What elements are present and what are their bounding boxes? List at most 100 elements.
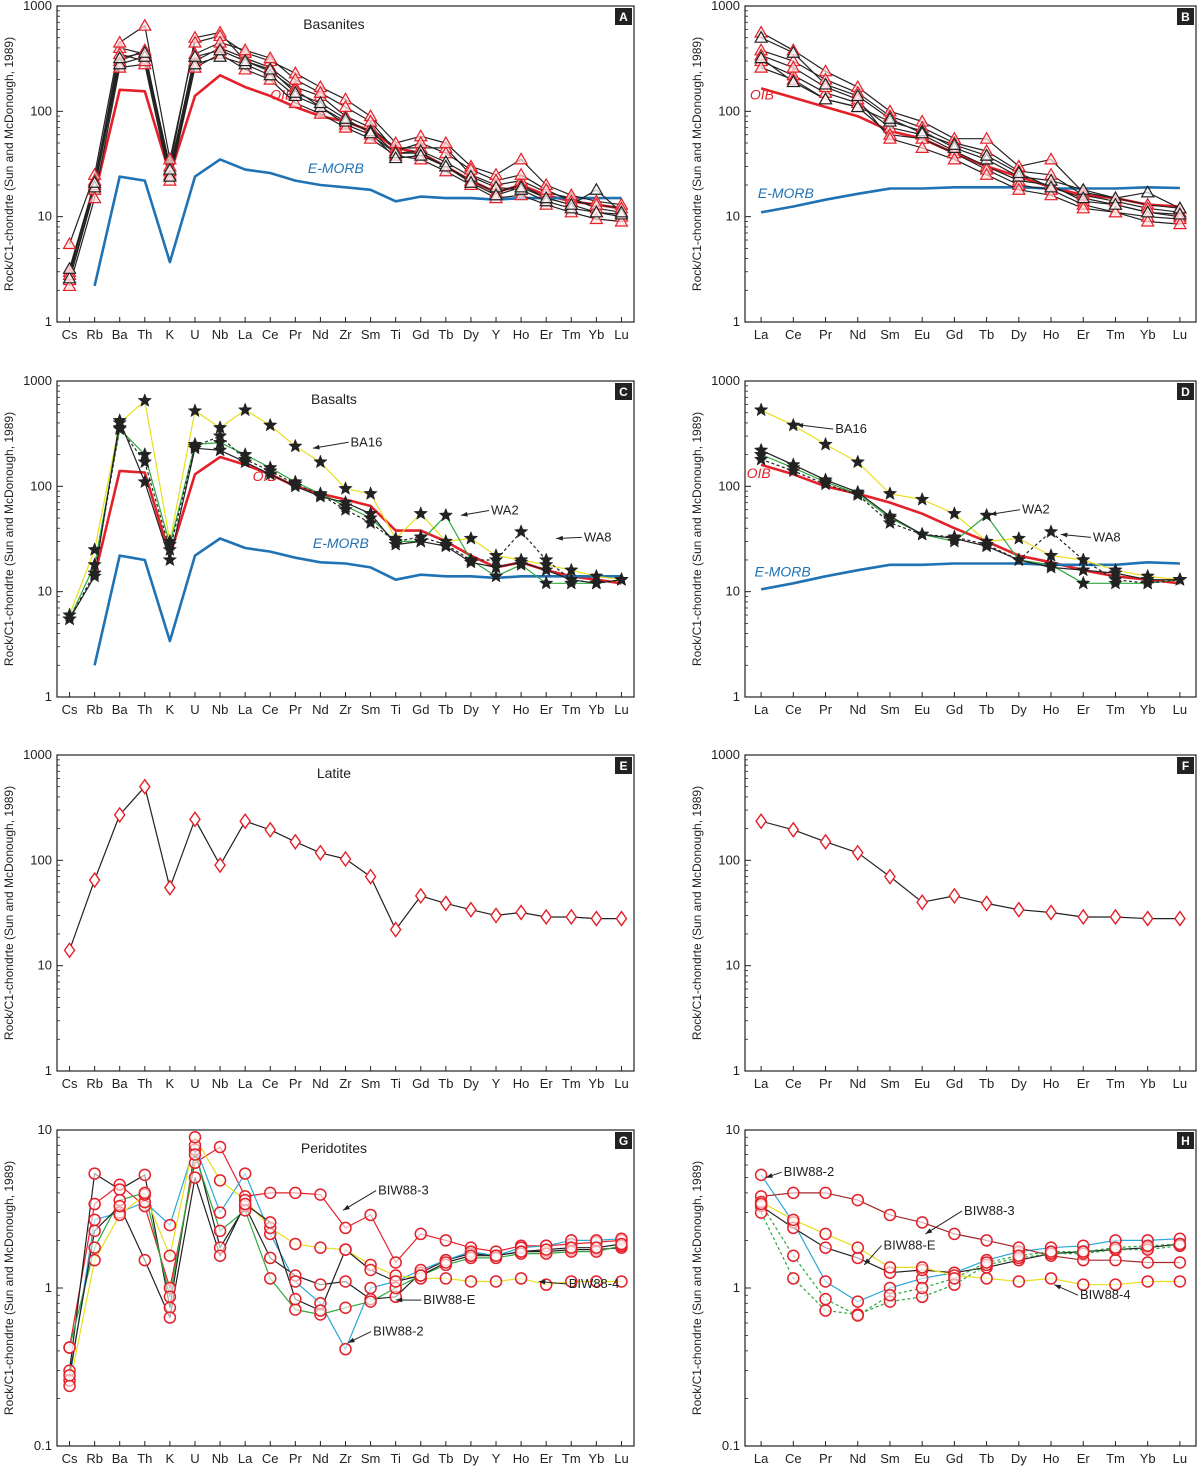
x-tick-label: Lu <box>614 702 628 717</box>
triangle-marker <box>1045 153 1057 164</box>
y-tick-label: 1 <box>45 314 52 329</box>
x-tick-label: La <box>238 702 253 717</box>
panel-title: Latite <box>317 765 351 781</box>
star-marker <box>414 507 427 520</box>
circle-marker <box>981 1257 992 1268</box>
series-line <box>70 429 622 619</box>
circle-marker <box>440 1273 451 1284</box>
star-marker <box>289 439 302 452</box>
y-axis-label: Rock/C1-chondrte (Sun and McDonough, 198… <box>690 1161 704 1415</box>
y-tick-label: 1000 <box>711 0 740 13</box>
sample-label: BIW88-2 <box>373 1324 424 1339</box>
circle-marker <box>440 1257 451 1268</box>
x-tick-label: Ho <box>513 1451 530 1466</box>
annotation-arrowhead <box>313 445 320 450</box>
circle-marker <box>89 1255 100 1266</box>
diamond-marker <box>90 873 100 887</box>
diamond-marker <box>982 896 992 910</box>
diamond-marker <box>853 846 863 860</box>
x-tick-label: U <box>190 1451 199 1466</box>
sample-label: BIW88-3 <box>378 1183 429 1198</box>
triangle-marker <box>114 37 126 48</box>
x-tick-label: Yb <box>588 1076 604 1091</box>
star-marker <box>515 525 528 538</box>
sample-label: WA2 <box>491 503 519 518</box>
x-tick-label: Rb <box>86 702 103 717</box>
diamond-marker <box>290 835 300 849</box>
x-tick-label: Th <box>137 702 152 717</box>
x-tick-label: Tb <box>438 1451 453 1466</box>
diamond-marker <box>885 870 895 884</box>
diamond-marker <box>165 881 175 895</box>
series-line <box>761 410 1180 580</box>
x-tick-label: Ti <box>390 1076 400 1091</box>
x-tick-label: Sm <box>880 1076 900 1091</box>
circle-marker <box>981 1235 992 1246</box>
x-tick-label: Er <box>1077 1076 1091 1091</box>
x-tick-label: Dy <box>1011 702 1027 717</box>
x-tick-label: Tb <box>979 327 994 342</box>
x-tick-label: Tb <box>979 1076 994 1091</box>
y-axis-label: Rock/C1-chondrte (Sun and McDonough, 198… <box>2 1161 16 1415</box>
x-tick-label: Er <box>540 327 554 342</box>
diamond-marker <box>190 812 200 826</box>
x-tick-label: Nd <box>312 1076 329 1091</box>
triangle-marker <box>515 153 527 164</box>
circle-marker <box>465 1276 476 1287</box>
x-tick-label: Er <box>1077 702 1091 717</box>
y-tick-label: 100 <box>718 478 740 493</box>
x-tick-label: K <box>166 1451 175 1466</box>
circle-marker <box>365 1283 376 1294</box>
diamond-marker <box>516 905 526 919</box>
sample-label: WA8 <box>1093 529 1121 544</box>
circle-marker <box>215 1142 226 1153</box>
diamond-marker <box>541 910 551 924</box>
diamond-marker <box>616 912 626 926</box>
circle-marker <box>1174 1257 1185 1268</box>
x-tick-label: Pr <box>819 327 833 342</box>
star-marker <box>489 569 502 582</box>
circle-marker <box>1046 1246 1057 1257</box>
diamond-marker <box>1014 903 1024 917</box>
x-tick-label: La <box>754 1076 769 1091</box>
circle-marker <box>756 1169 767 1180</box>
star-marker <box>364 487 377 500</box>
circle-marker <box>949 1228 960 1239</box>
circle-marker <box>1110 1242 1121 1253</box>
annotation-arrowhead <box>343 1205 350 1210</box>
circle-marker <box>917 1283 928 1294</box>
circle-marker <box>820 1242 831 1253</box>
star-marker <box>1077 576 1090 589</box>
series-line <box>70 428 622 619</box>
x-tick-label: Nb <box>212 1451 229 1466</box>
series-line <box>70 26 622 244</box>
plot-frame <box>745 755 1196 1071</box>
circle-marker <box>1013 1250 1024 1261</box>
y-tick-label: 100 <box>718 852 740 867</box>
x-tick-label: Er <box>1077 1451 1091 1466</box>
x-tick-label: Ti <box>390 327 400 342</box>
annotation-arrowhead <box>1054 1285 1061 1290</box>
annotation-arrowhead <box>556 536 563 541</box>
star-marker <box>163 553 176 566</box>
x-tick-label: Ti <box>390 702 400 717</box>
plot-frame <box>745 381 1196 697</box>
x-tick-label: Tb <box>438 702 453 717</box>
circle-marker <box>315 1242 326 1253</box>
x-tick-label: Ce <box>262 327 279 342</box>
y-tick-label: 100 <box>30 478 52 493</box>
star-marker <box>314 455 327 468</box>
diamond-marker <box>115 808 125 822</box>
circle-marker <box>566 1242 577 1253</box>
x-tick-label: Cs <box>62 1451 78 1466</box>
y-tick-label: 10 <box>726 958 740 973</box>
panel-title: Basalts <box>311 391 357 407</box>
circle-marker <box>788 1250 799 1261</box>
circle-marker <box>340 1244 351 1255</box>
x-tick-label: Yb <box>588 327 604 342</box>
diamond-marker <box>366 870 376 884</box>
circle-marker <box>1174 1238 1185 1249</box>
x-tick-label: Th <box>137 1451 152 1466</box>
